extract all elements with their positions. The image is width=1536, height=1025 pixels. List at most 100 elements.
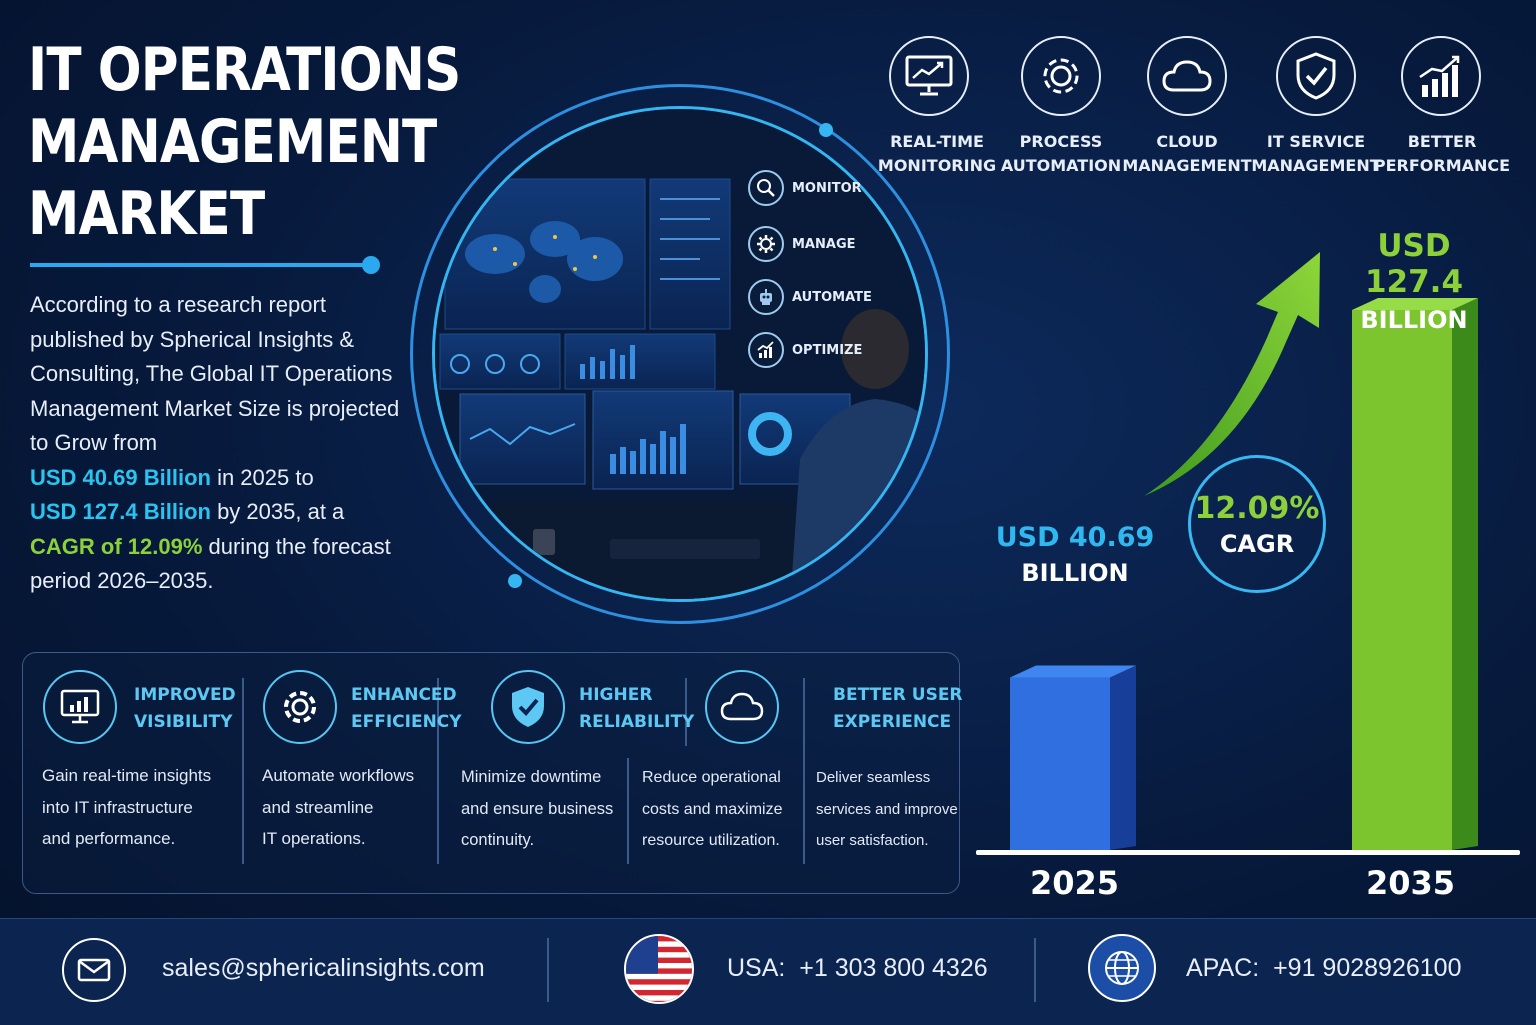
bar-top-2025 (1010, 665, 1136, 678)
robot-icon (748, 279, 784, 315)
globe-icon (1088, 934, 1156, 1002)
benefit-desc-line: and performance. (42, 829, 176, 848)
benefit-divider (685, 678, 687, 746)
benefit-divider (627, 758, 629, 864)
benefit-title-line: EFFICIENCY (351, 712, 462, 732)
circle-item-monitor: MONITOR (748, 168, 862, 208)
benefit-title-enhanced-efficiency: ENHANCED EFFICIENCY (351, 682, 462, 736)
bar-label-value: USD 40.69 (995, 522, 1155, 553)
benefit-title-improved-visibility: IMPROVED VISIBILITY (134, 682, 236, 736)
intro-text-3: by 2035, at a (210, 499, 345, 524)
feature-label-it-service-management: IT SERVICE MANAGEMENT (1246, 130, 1386, 178)
circle-item-manage: MANAGE (748, 224, 856, 264)
apac-label: APAC: (1186, 954, 1260, 982)
gear-icon (748, 226, 784, 262)
growth-arrow (1144, 252, 1320, 496)
benefit-desc-line: Automate workflows (262, 766, 415, 785)
feature-label-line: MANAGEMENT (1251, 156, 1381, 175)
feature-label-line: PERFORMANCE (1373, 156, 1511, 175)
circle-item-label: OPTIMIZE (792, 342, 863, 358)
benefit-title-better-user-experience: BETTER USER EXPERIENCE (833, 682, 963, 736)
benefit-desc-efficiency: Automate workflows and streamline IT ope… (262, 760, 414, 855)
footer-divider (1034, 938, 1036, 1002)
feature-label-line: MONITORING (877, 156, 997, 175)
ring-dot-top (819, 123, 833, 137)
page-title: IT OPERATIONS MANAGEMENT MARKET (28, 34, 461, 250)
feature-label-line: BETTER (1407, 132, 1477, 151)
benefit-divider (803, 678, 805, 864)
contact-footer (0, 918, 1536, 1025)
benefit-divider (437, 678, 439, 864)
intro-text-2: in 2025 to (210, 464, 314, 490)
ring-dot-bottom (508, 574, 522, 588)
footer-divider (547, 938, 549, 1002)
circle-item-automate: AUTOMATE (748, 277, 872, 317)
title-line-1: IT OPERATIONS (28, 35, 461, 105)
x-tick-2035: 2035 (1366, 864, 1456, 902)
bar-2035 (1352, 310, 1452, 850)
x-tick-2025: 2025 (1030, 864, 1120, 902)
benefit-desc-line: IT operations. (262, 829, 366, 848)
growth-chart-icon (748, 332, 784, 368)
benefit-desc-line: Minimize downtime (461, 768, 602, 786)
intro-paragraph: According to a research report published… (30, 288, 410, 599)
title-underline-dot (362, 256, 380, 274)
gear-icon (1021, 36, 1101, 116)
apac-phone-row[interactable]: APAC: +91 9028926100 (1186, 954, 1461, 983)
title-line-3: MARKET (28, 179, 265, 249)
bar-label-2025: USD 40.69 BILLION (992, 522, 1158, 587)
cagr-label: CAGR (1219, 529, 1295, 558)
benefit-title-line: BETTER USER (833, 685, 963, 705)
bar-2025 (1010, 677, 1110, 850)
feature-label-line: PROCESS (1019, 132, 1103, 151)
benefit-title-line: EXPERIENCE (833, 712, 952, 732)
benefit-desc-line: Gain real-time insights (42, 766, 212, 785)
benefit-desc-line: resource utilization. (642, 832, 780, 849)
cloud-icon (1147, 36, 1227, 116)
monitor-chart-icon (889, 36, 969, 116)
operations-room-scene (435, 109, 925, 599)
bars-group (1010, 298, 1478, 850)
intro-text-1: According to a research report published… (30, 292, 400, 455)
feature-label-realtime-monitoring: REAL-TIME MONITORING (867, 130, 1007, 178)
circle-item-label: MANAGE (792, 236, 856, 252)
bar-label-unit: BILLION (1360, 306, 1468, 334)
circle-item-label: AUTOMATE (792, 289, 872, 305)
benefit-desc-line: services and improve (816, 800, 958, 818)
benefit-desc-user-experience: Deliver seamless services and improve us… (816, 762, 958, 857)
apac-phone: +91 9028926100 (1273, 954, 1462, 982)
operations-center-illustration (432, 106, 928, 602)
feature-label-cloud-management: CLOUD MANAGEMENT (1117, 130, 1257, 178)
circle-item-label: MONITOR (792, 180, 862, 196)
title-underline (30, 263, 372, 267)
contact-email[interactable]: sales@sphericalinsights.com (162, 954, 485, 982)
benefit-title-line: RELIABILITY (579, 712, 695, 732)
bar-top-2035 (1352, 298, 1478, 310)
benefit-title-line: ENHANCED (351, 685, 457, 705)
monitor-bars-icon (43, 670, 117, 744)
benefit-desc-line: and streamline (262, 797, 374, 817)
feature-label-better-performance: BETTER PERFORMANCE (1372, 130, 1512, 178)
benefit-desc-line: costs and maximize (642, 800, 783, 818)
usa-phone-row[interactable]: USA: +1 303 800 4326 (727, 954, 988, 983)
cloud-icon (705, 670, 779, 744)
usa-phone: +1 303 800 4326 (799, 954, 988, 982)
feature-label-line: AUTOMATION (1000, 156, 1122, 175)
bar-growth-icon (1401, 36, 1481, 116)
envelope-icon (62, 938, 126, 1002)
chart-axis (976, 850, 1520, 855)
benefit-divider (242, 678, 244, 864)
benefit-desc-visibility: Gain real-time insights into IT infrastr… (42, 760, 211, 855)
benefit-title-higher-reliability: HIGHER RELIABILITY (579, 682, 694, 736)
benefit-desc-line: into IT infrastructure (42, 797, 193, 817)
magnifier-icon (748, 170, 784, 206)
bar-label-unit: BILLION (1021, 559, 1129, 587)
benefit-desc-line: Deliver seamless (816, 769, 931, 786)
feature-label-line: MANAGEMENT (1122, 156, 1252, 175)
bar-label-value: USD 127.4 (1364, 228, 1464, 300)
circle-item-optimize: OPTIMIZE (748, 330, 862, 370)
benefit-title-line: VISIBILITY (134, 712, 233, 732)
feature-label-line: IT SERVICE (1266, 132, 1366, 151)
feature-label-process-automation: PROCESS AUTOMATION (991, 130, 1131, 178)
shield-check-icon (1276, 36, 1356, 116)
